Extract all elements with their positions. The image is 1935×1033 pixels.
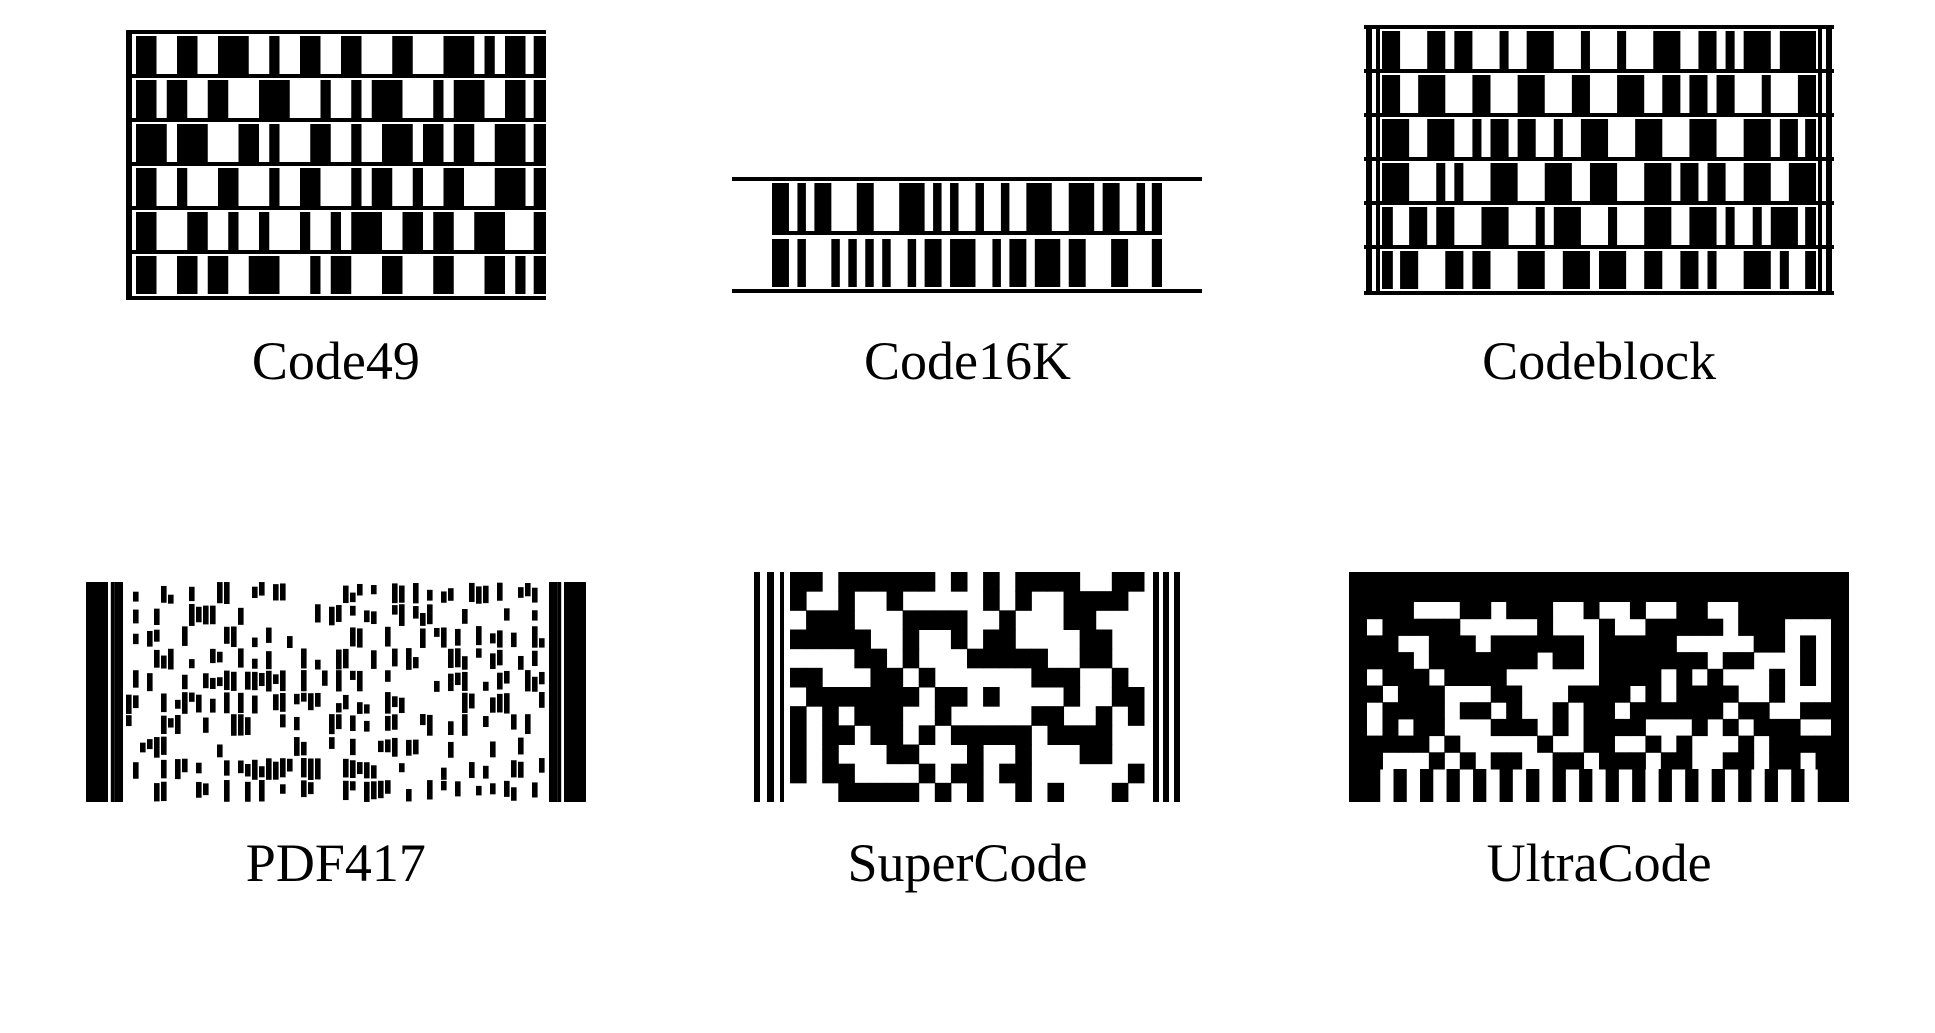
label-ultracode: UltraCode (1487, 832, 1712, 894)
codeblock-barcode (1364, 20, 1834, 300)
label-supercode: SuperCode (848, 832, 1088, 894)
label-code16k: Code16K (864, 330, 1071, 392)
cell-ultracode: UltraCode (1349, 572, 1849, 894)
cell-pdf417: PDF417 (86, 582, 586, 894)
barcode-grid: Code49 Code16K Codeblock PDF417 SuperCod… (50, 20, 1885, 894)
supercode-barcode (752, 572, 1182, 802)
code16k-barcode (732, 170, 1202, 300)
label-pdf417: PDF417 (246, 832, 426, 894)
cell-codeblock: Codeblock (1364, 20, 1834, 392)
cell-supercode: SuperCode (752, 572, 1182, 894)
cell-code16k: Code16K (732, 170, 1202, 392)
label-code49: Code49 (252, 330, 420, 392)
barcode-symbology-figure: Code49 Code16K Codeblock PDF417 SuperCod… (0, 0, 1935, 1033)
pdf417-barcode (86, 582, 586, 802)
label-codeblock: Codeblock (1482, 330, 1716, 392)
cell-code49: Code49 (126, 30, 546, 392)
code49-barcode (126, 30, 546, 300)
ultracode-barcode (1349, 572, 1849, 802)
